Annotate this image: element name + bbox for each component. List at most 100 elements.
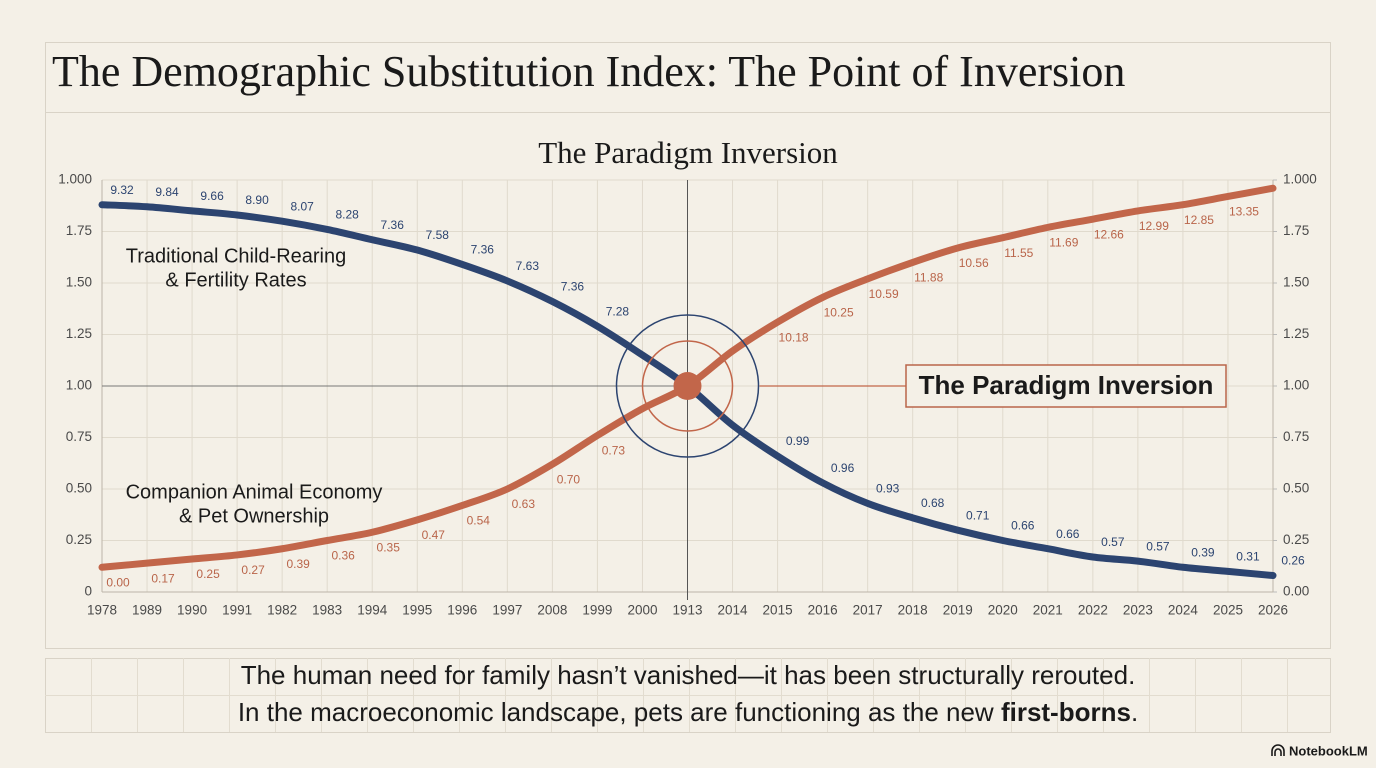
x-tick-label: 2026 — [1258, 603, 1288, 618]
x-tick-label: 2020 — [988, 603, 1018, 618]
point-label: 7.36 — [561, 280, 585, 294]
point-label: 0.63 — [512, 497, 536, 511]
y-tick-label: 0.25 — [66, 532, 92, 547]
series-label: & Pet Ownership — [179, 505, 329, 527]
x-tick-label: 1995 — [402, 603, 432, 618]
y2-tick-label: 1.00 — [1283, 378, 1309, 393]
x-tick-label: 2016 — [808, 603, 838, 618]
x-tick-label: 1991 — [222, 603, 252, 618]
point-label: 7.28 — [606, 304, 630, 318]
y-tick-label: 1.25 — [66, 326, 92, 341]
focus-ring — [615, 314, 760, 458]
point-label: 9.32 — [110, 183, 134, 197]
point-label: 8.28 — [336, 208, 360, 222]
x-tick-label: 2019 — [943, 603, 973, 618]
x-tick-label: 1983 — [312, 603, 342, 618]
point-label: 9.66 — [200, 189, 224, 203]
watermark-group: NotebookLM — [1271, 743, 1368, 758]
point-label: 10.18 — [779, 330, 809, 344]
y2-tick-label: 1.75 — [1283, 223, 1309, 238]
point-label: 0.25 — [196, 567, 220, 581]
point-label: 0.57 — [1146, 539, 1170, 553]
y2-tick-label: 0.75 — [1283, 429, 1309, 444]
x-tick-label: 2021 — [1033, 603, 1063, 618]
caption-text: . — [1131, 697, 1138, 727]
focus-dot — [673, 372, 702, 400]
caption-emphasis: first-borns — [1001, 697, 1131, 727]
x-tick-label: 1999 — [582, 603, 612, 618]
x-tick-label: 2022 — [1078, 603, 1108, 618]
point-label: 0.54 — [467, 514, 491, 528]
point-label: 0.31 — [1236, 550, 1260, 564]
y-tick-label: 0.75 — [66, 429, 92, 444]
point-label: 0.66 — [1011, 519, 1035, 533]
point-label: 7.63 — [516, 259, 540, 273]
point-label: 0.36 — [332, 549, 356, 563]
x-tick-label: 2008 — [537, 603, 567, 618]
y-tick-label: 1.75 — [66, 223, 92, 238]
chart-panel — [45, 112, 1331, 649]
point-label: 0.66 — [1056, 527, 1080, 541]
chart-title: The Paradigm Inversion — [538, 135, 838, 170]
watermark: NotebookLM — [1289, 743, 1368, 758]
x-tick-label: 2000 — [627, 603, 657, 618]
x-tick-label: 1913 — [672, 603, 702, 618]
point-label: 0.71 — [966, 508, 990, 522]
x-tick-label: 2023 — [1123, 603, 1153, 618]
y2-tick-label: 1.000 — [1283, 172, 1317, 187]
x-tick-label: 2024 — [1168, 603, 1199, 618]
point-label: 0.57 — [1101, 535, 1125, 549]
caption-box — [45, 658, 1331, 733]
y-tick-label: 0 — [84, 584, 92, 599]
y-tick-label: 1.50 — [66, 275, 92, 290]
watermark-icon — [1271, 744, 1285, 756]
point-label: 0.39 — [1191, 545, 1215, 559]
caption-line: In the macroeconomic landscape, pets are… — [238, 697, 1138, 727]
point-label: 12.85 — [1184, 213, 1214, 227]
point-label: 12.99 — [1139, 219, 1169, 233]
page-title: The Demographic Substitution Index: The … — [52, 47, 1125, 96]
y2-tick-label: 1.50 — [1283, 275, 1309, 290]
x-tick-label: 1978 — [87, 603, 117, 618]
x-tick-label: 1997 — [492, 603, 522, 618]
x-tick-label: 2014 — [718, 603, 749, 618]
point-label: 0.73 — [602, 444, 626, 458]
point-label: 7.58 — [426, 228, 450, 242]
x-tick-label: 1990 — [177, 603, 207, 618]
point-label: 7.36 — [381, 218, 405, 232]
y-tick-label: 1.00 — [66, 378, 92, 393]
y2-tick-label: 0.25 — [1283, 532, 1309, 547]
focus-ring — [641, 340, 734, 432]
point-label: 0.27 — [241, 563, 265, 577]
point-label: 13.35 — [1229, 205, 1259, 219]
x-tick-label: 2017 — [853, 603, 883, 618]
point-label: 12.66 — [1094, 227, 1124, 241]
point-label: 10.25 — [824, 306, 854, 320]
x-tick-label: 2025 — [1213, 603, 1243, 618]
annotation-box — [905, 364, 1227, 408]
x-tick-label: 1994 — [357, 603, 388, 618]
series-label: Companion Animal Economy — [126, 481, 383, 503]
y-tick-label: 1.000 — [58, 172, 92, 187]
point-label: 0.93 — [876, 482, 900, 496]
x-tick-label: 2018 — [898, 603, 928, 618]
point-label: 0.26 — [1281, 554, 1305, 568]
y2-tick-label: 0.50 — [1283, 481, 1309, 496]
point-label: 0.39 — [286, 557, 310, 571]
x-tick-label: 1982 — [267, 603, 297, 618]
point-label: 0.35 — [377, 540, 401, 554]
point-label: 10.59 — [869, 287, 899, 301]
x-tick-label: 2015 — [763, 603, 793, 618]
x-tick-label: 1996 — [447, 603, 477, 618]
point-label: 7.36 — [471, 243, 495, 257]
point-label: 0.00 — [106, 575, 130, 589]
y-tick-label: 0.50 — [66, 481, 92, 496]
point-label: 8.90 — [245, 193, 269, 207]
point-label: 9.84 — [155, 185, 179, 199]
point-label: 11.88 — [914, 271, 943, 285]
point-label: 11.69 — [1049, 236, 1078, 250]
y2-tick-label: 1.25 — [1283, 326, 1309, 341]
point-label: 0.47 — [422, 528, 446, 542]
caption-text: In the macroeconomic landscape, pets are… — [238, 697, 1001, 727]
